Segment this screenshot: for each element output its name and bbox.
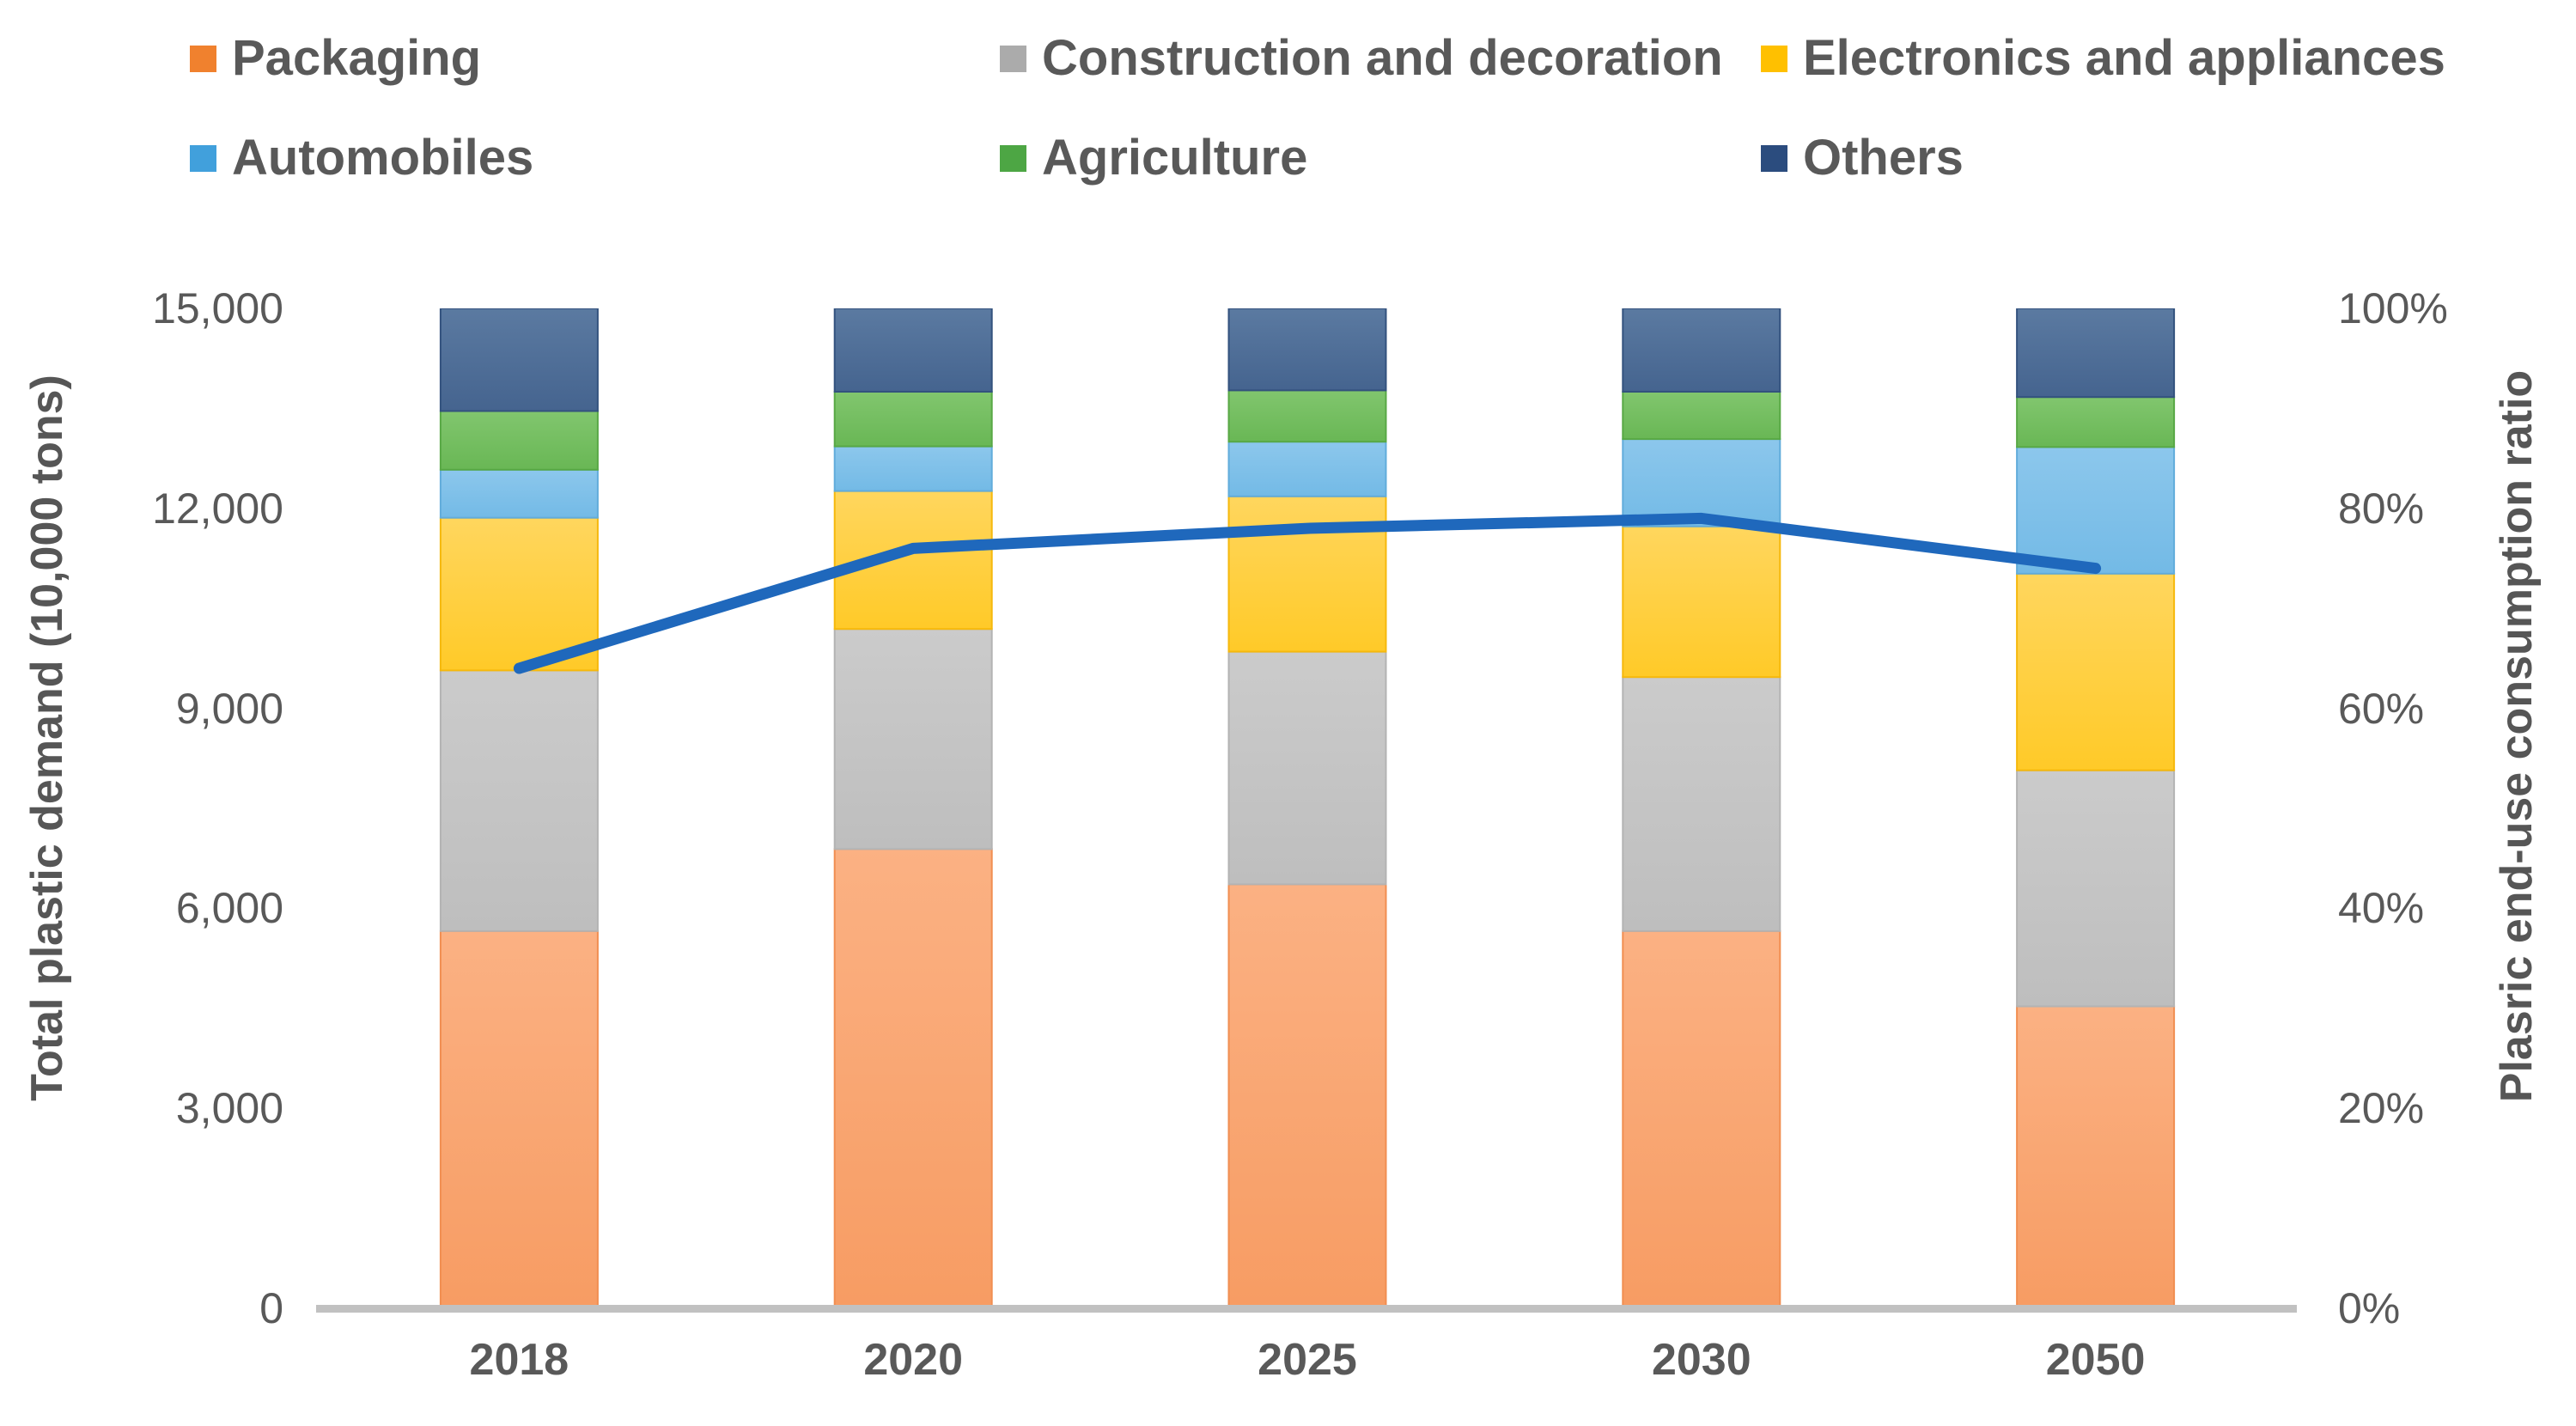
right-tick-100pct: 100%	[2338, 284, 2448, 332]
legend-swatch-others	[1761, 144, 1787, 172]
left-tick-9000: 9,000	[175, 684, 283, 733]
bar-segment-2030-construction-and-decoration	[1622, 676, 1781, 932]
bar-segment-2050-agriculture	[2016, 396, 2176, 448]
right-tick-20pct: 20%	[2338, 1084, 2425, 1133]
bar-segment-2025-automobiles	[1227, 441, 1387, 497]
right-tick-40pct: 40%	[2338, 884, 2425, 933]
bar-segment-2030-agriculture	[1622, 391, 1781, 441]
legend-swatch-packaging	[190, 45, 216, 72]
bar-segment-2030-automobiles	[1622, 438, 1781, 527]
bar-segment-2018-electronics-and-appliances	[439, 516, 599, 672]
right-axis-title: Plasric end-use consumption ratio	[2492, 369, 2542, 1103]
right-tick-60pct: 60%	[2338, 684, 2425, 733]
x-label-2020: 2020	[863, 1335, 964, 1385]
bar-segment-2030-electronics-and-appliances	[1622, 525, 1781, 679]
bar-segment-2025-construction-and-decoration	[1227, 650, 1387, 886]
legend-item-electronics-and-appliances: Electronics and appliances	[1761, 32, 2445, 85]
left-tick-6000: 6,000	[175, 884, 283, 933]
bar-segment-2018-automobiles	[439, 468, 599, 519]
left-axis-title: Total plastic demand (10,000 tons)	[22, 375, 72, 1101]
bar-segment-2018-packaging	[439, 929, 599, 1308]
legend-swatch-agriculture	[1000, 144, 1026, 172]
legend-item-agriculture: Agriculture	[1000, 131, 1307, 185]
legend-swatch-construction-and-decoration	[1000, 45, 1026, 72]
legend-swatch-electronics-and-appliances	[1761, 45, 1787, 72]
legend-label: Others	[1803, 130, 1964, 186]
bar-segment-2020-packaging	[833, 848, 993, 1308]
bar-segment-2050-construction-and-decoration	[2016, 769, 2176, 1008]
bar-segment-2030-packaging	[1622, 929, 1781, 1308]
plot-svg	[439, 308, 2176, 1308]
x-label-2050: 2050	[2045, 1335, 2146, 1385]
bar-segment-2018-agriculture	[439, 410, 599, 471]
x-label-2030: 2030	[1651, 1335, 1751, 1385]
bar-segment-2050-electronics-and-appliances	[2016, 572, 2176, 771]
trend-line-plasric-end-use-consumption-ratio	[513, 512, 2102, 674]
legend-swatch-automobiles	[190, 144, 216, 172]
left-tick-15000: 15,000	[152, 284, 283, 332]
bar-segment-2050-others	[2016, 308, 2176, 399]
bar-segment-2025-packaging	[1227, 883, 1387, 1308]
legend-label: Construction and decoration	[1042, 30, 1723, 86]
bar-segment-2025-others	[1227, 308, 1387, 392]
bar-segment-2025-electronics-and-appliances	[1227, 495, 1387, 653]
legend-label: Agriculture	[1042, 130, 1308, 186]
legend-label: Automobiles	[232, 130, 534, 186]
left-tick-12000: 12,000	[152, 484, 283, 533]
x-label-2018: 2018	[469, 1335, 569, 1385]
bar-segment-2018-others	[439, 308, 599, 412]
legend-item-others: Others	[1761, 131, 1964, 185]
legend-item-packaging: Packaging	[190, 32, 481, 85]
bar-segment-2020-others	[833, 308, 993, 393]
bar-segment-2030-others	[1622, 308, 1781, 393]
right-tick-0pct: 0%	[2338, 1284, 2401, 1332]
legend-item-automobiles: Automobiles	[190, 131, 533, 185]
right-tick-80pct: 80%	[2338, 484, 2425, 533]
x-axis-line	[316, 1305, 2297, 1313]
bar-segment-2020-construction-and-decoration	[833, 628, 993, 850]
bar-segment-2020-agriculture	[833, 391, 993, 448]
left-tick-3000: 3,000	[175, 1084, 283, 1133]
x-label-2025: 2025	[1258, 1335, 1357, 1385]
bar-segment-2018-construction-and-decoration	[439, 669, 599, 932]
bar-segment-2025-agriculture	[1227, 389, 1387, 443]
left-tick-0: 0	[259, 1284, 283, 1332]
legend-label: Packaging	[232, 30, 482, 86]
legend-item-construction-and-decoration: Construction and decoration	[1000, 32, 1723, 85]
legend-label: Electronics and appliances	[1803, 30, 2445, 86]
bar-segment-2050-packaging	[2016, 1005, 2176, 1308]
bar-segment-2020-automobiles	[833, 445, 993, 492]
bar-segment-2050-automobiles	[2016, 446, 2176, 575]
